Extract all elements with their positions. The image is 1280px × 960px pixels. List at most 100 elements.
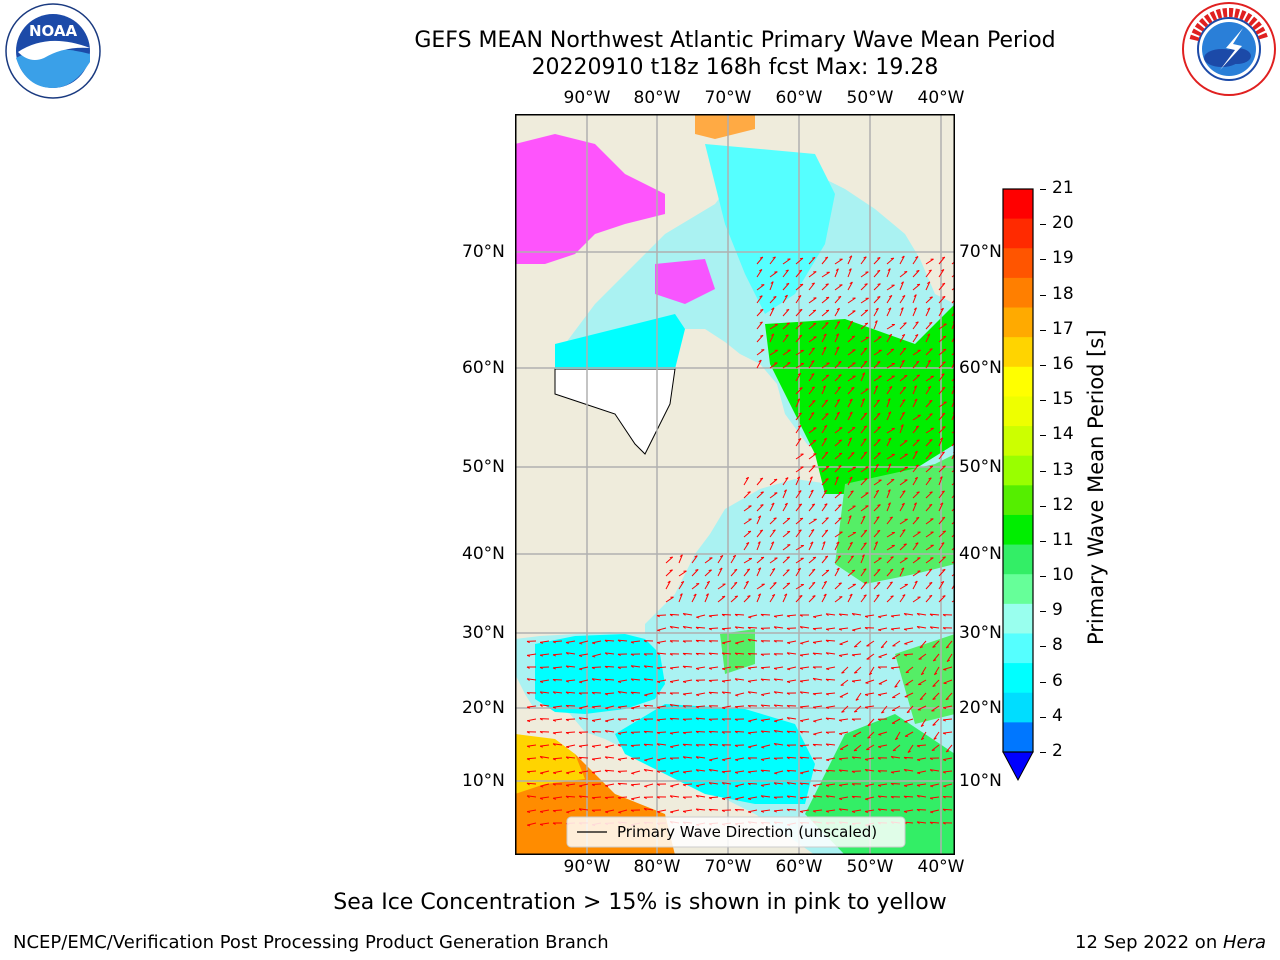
wave-arrow <box>891 614 901 617</box>
wave-arrow-head <box>617 744 621 747</box>
wave-arrow-head <box>864 694 869 696</box>
wave-arrow-head <box>878 656 882 658</box>
wave-arrow-head <box>876 594 880 597</box>
wave-arrow-head <box>773 667 778 670</box>
wave-arrow <box>938 530 947 538</box>
colorbar-tick-label: 19 <box>1052 248 1074 269</box>
wave-arrow-head <box>825 731 829 735</box>
wave-arrow-head <box>784 502 788 506</box>
wave-arrow <box>886 307 892 317</box>
wave-arrow-head <box>539 654 544 657</box>
wave-arrow <box>813 677 823 681</box>
wave-arrow-head <box>933 659 937 662</box>
wave-arrow-head <box>877 770 881 773</box>
wave-arrow <box>799 796 810 799</box>
wave-arrow-head <box>900 424 904 427</box>
wave-arrow <box>925 307 931 317</box>
wave-arrow <box>912 439 920 447</box>
wave-arrow-head <box>809 476 813 479</box>
wave-arrow <box>813 809 823 812</box>
wave-arrow-head <box>786 282 790 285</box>
wave-arrow <box>847 569 856 577</box>
wave-arrow-head <box>605 811 609 814</box>
wave-arrow-head <box>696 616 700 619</box>
wave-arrow <box>847 349 856 356</box>
wave-arrow <box>821 478 829 486</box>
wave-arrow <box>912 321 919 330</box>
wave-arrow-head <box>932 646 936 648</box>
wave-arrow-head <box>798 503 802 506</box>
wave-arrow-head <box>748 811 752 814</box>
wave-arrow-head <box>902 529 906 532</box>
wave-arrow-head <box>863 568 867 571</box>
wave-arrow <box>899 583 908 590</box>
wave-arrow-head <box>526 795 530 798</box>
wave-arrow-head <box>942 719 946 722</box>
wave-arrow <box>665 556 674 564</box>
wave-arrow <box>821 283 829 291</box>
wave-arrow-head <box>695 795 699 798</box>
map-canvas: Primary Wave Direction (unscaled) <box>515 114 955 855</box>
wave-arrow-head <box>797 567 801 571</box>
wave-arrow-head <box>786 756 790 760</box>
wave-arrow <box>929 821 940 824</box>
wave-arrow <box>873 594 880 603</box>
wave-arrow <box>618 691 628 694</box>
wave-arrow <box>800 626 810 629</box>
wave-arrow-head <box>812 256 816 259</box>
wave-arrow-head <box>864 615 869 618</box>
wave-arrow <box>709 666 719 669</box>
wave-arrow <box>566 640 576 643</box>
wave-arrow-head <box>825 639 829 643</box>
title-line-2: 20220910 t18z 168h fcst Max: 19.28 <box>531 55 939 80</box>
wave-arrow-head <box>722 707 726 710</box>
wave-arrow <box>912 256 919 265</box>
wave-arrow <box>782 593 788 603</box>
wave-arrow-head <box>838 613 842 617</box>
wave-arrow-head <box>812 439 817 442</box>
wave-arrow-head <box>939 437 944 441</box>
wave-arrow-head <box>734 613 738 617</box>
wave-arrow-head <box>902 386 906 389</box>
wave-arrow <box>774 704 784 707</box>
wave-arrow <box>852 627 862 631</box>
wave-arrow <box>834 386 841 395</box>
wave-arrow <box>834 491 843 499</box>
wave-arrow-head <box>929 321 933 324</box>
wave-arrow-head <box>825 413 829 415</box>
wave-arrow-head <box>838 504 842 506</box>
wave-arrow-head <box>539 811 544 813</box>
wave-arrow-head <box>695 668 700 670</box>
wave-arrow-head <box>526 654 531 657</box>
wave-arrow-head <box>877 529 881 532</box>
wave-arrow-head <box>787 362 791 364</box>
wave-arrow-head <box>540 772 544 775</box>
wave-arrow-head <box>592 642 596 645</box>
wave-arrow-head <box>863 347 867 350</box>
wave-arrow <box>851 795 862 798</box>
wave-arrow-head <box>747 491 751 493</box>
wave-arrow-head <box>565 680 570 683</box>
wave-arrow-head <box>630 653 634 657</box>
wave-arrow-head <box>617 718 621 721</box>
wave-arrow <box>873 320 878 330</box>
wave-arrow <box>604 796 615 798</box>
wave-arrow <box>774 626 784 629</box>
wave-arrow <box>866 744 875 751</box>
wave-arrow <box>708 691 719 694</box>
wave-arrow-head <box>889 516 893 519</box>
wave-arrow <box>847 387 855 395</box>
wave-arrow-head <box>786 795 790 799</box>
wave-arrow-head <box>901 255 905 259</box>
wave-arrow <box>769 349 778 356</box>
wave-arrow <box>761 704 771 707</box>
wave-arrow-head <box>941 542 945 545</box>
wave-arrow-head <box>526 692 530 695</box>
wave-arrow <box>899 307 904 317</box>
wave-arrow <box>899 424 904 434</box>
wave-arrow <box>860 372 866 382</box>
wave-arrow-head <box>734 666 738 669</box>
wave-arrow-head <box>696 785 700 788</box>
wave-arrow <box>916 809 927 811</box>
wave-arrow-head <box>876 399 880 402</box>
